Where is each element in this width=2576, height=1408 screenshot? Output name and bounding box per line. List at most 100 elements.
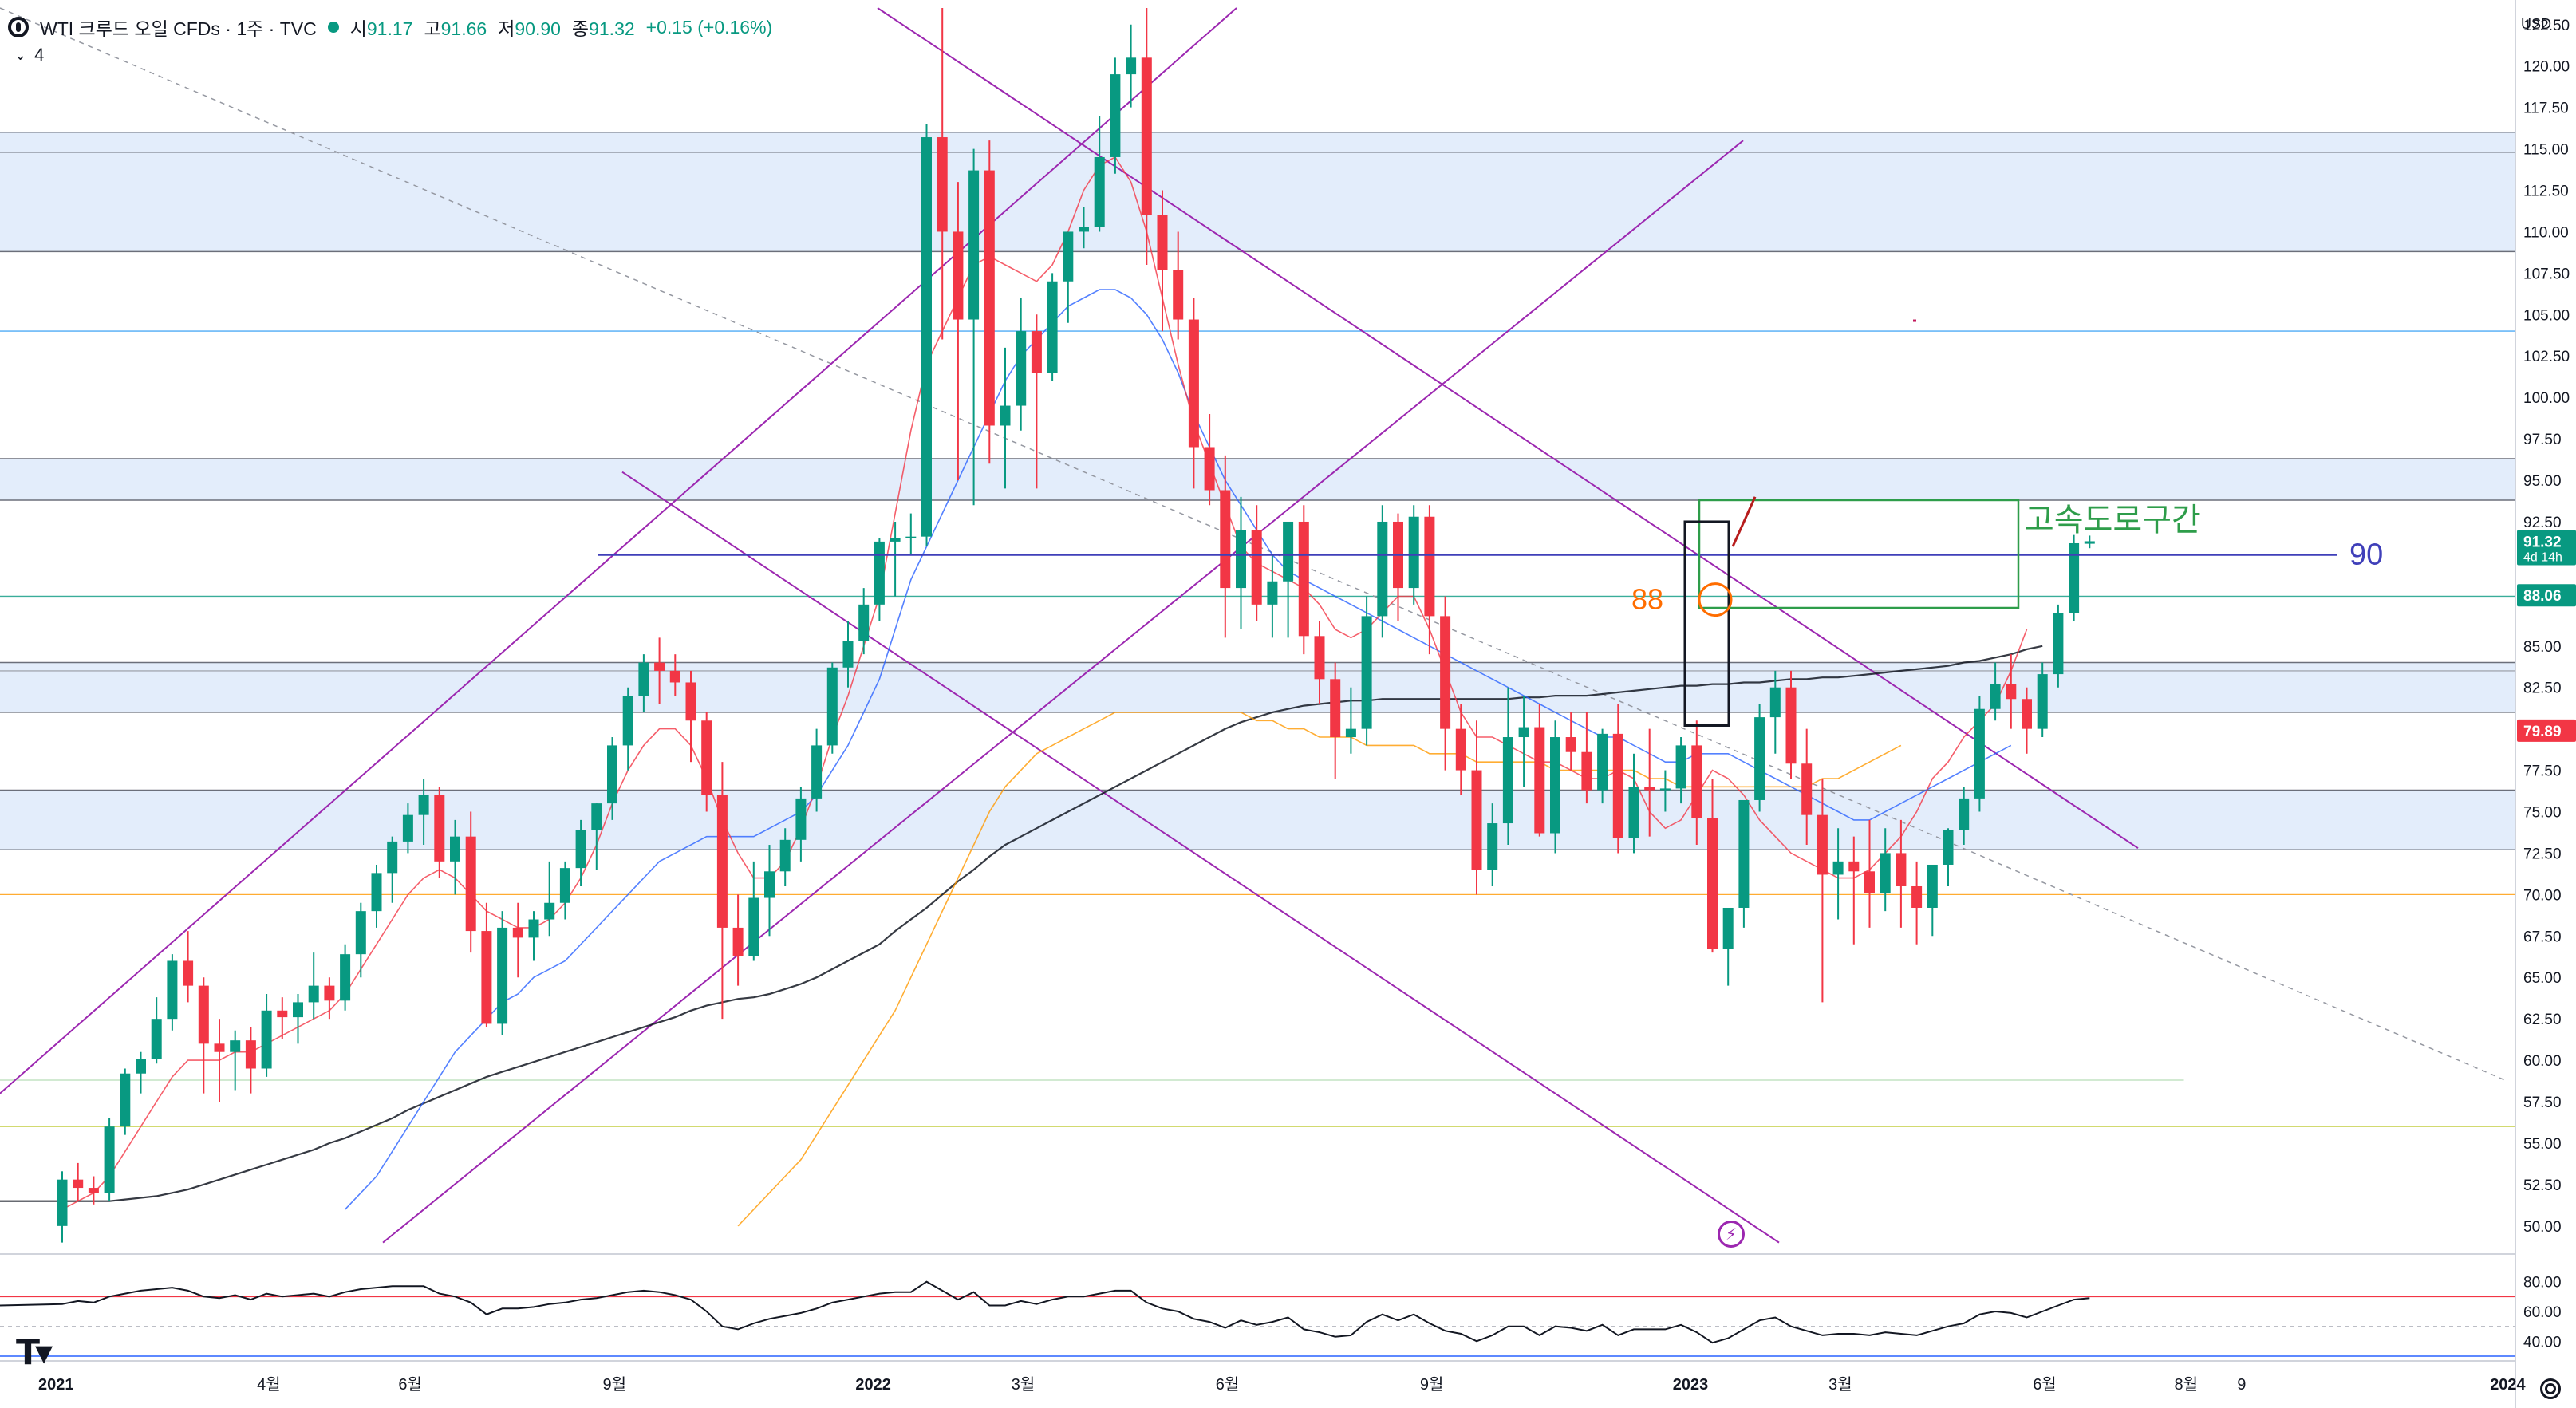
candle-body	[136, 1059, 146, 1074]
rsi-tick-label: 60.00	[2523, 1304, 2562, 1321]
candle-body	[1864, 871, 1875, 893]
candle-body	[402, 814, 413, 842]
market-status-icon	[327, 22, 339, 33]
price-tag	[2517, 530, 2576, 566]
price-tick-label: 112.50	[2523, 183, 2569, 200]
candle-body	[1990, 684, 2001, 709]
rsi-line	[0, 1280, 2090, 1344]
candle-body	[1927, 864, 1938, 908]
candle-body	[261, 1010, 272, 1069]
candle-body	[1141, 57, 1152, 215]
arrow-icon	[1731, 496, 1757, 547]
candle-body	[1047, 281, 1058, 373]
symbol-title[interactable]: WTI 크루드 오일 CFDs · 1주 · TVC	[40, 18, 317, 39]
candle-body	[1330, 679, 1341, 738]
candle-body	[1408, 516, 1419, 589]
high-label: 고	[424, 18, 441, 39]
price-tick-label: 75.00	[2523, 805, 2562, 822]
tradingview-logo-icon[interactable]: T▾	[16, 1332, 53, 1373]
price-tick-label: 97.50	[2523, 432, 2562, 448]
time-tick-label: 9	[2237, 1376, 2246, 1394]
candle-body	[559, 868, 570, 903]
candle-body	[874, 541, 885, 605]
candle-body	[638, 662, 649, 696]
candle-body	[1424, 516, 1435, 617]
price-tick-label: 57.50	[2523, 1094, 2562, 1111]
candle-body	[1754, 717, 1765, 800]
candle-body	[528, 919, 539, 938]
candle-body	[1188, 319, 1199, 448]
highlight-box	[1683, 520, 1730, 727]
candle-body	[1079, 227, 1089, 232]
candle-body	[1251, 530, 1262, 605]
level-88-circle	[1698, 582, 1733, 617]
candle-body	[764, 871, 775, 898]
candle-body	[2069, 542, 2080, 613]
candle-body	[701, 720, 712, 795]
candle-body	[450, 836, 460, 862]
time-tick-label: 2022	[855, 1376, 891, 1394]
candle-body	[1785, 687, 1797, 764]
candle-body	[465, 836, 476, 932]
candle-body	[73, 1179, 84, 1189]
candle-body	[277, 1010, 288, 1018]
candle-body	[984, 170, 995, 426]
candle-body	[858, 604, 870, 641]
time-tick-label: 6월	[1216, 1375, 1240, 1394]
candle-body	[1943, 830, 1954, 865]
symbol-logo-icon[interactable]	[8, 17, 29, 37]
candle-body	[826, 667, 838, 746]
rsi-tick-label: 40.00	[2523, 1334, 2562, 1351]
price-tag-value: 88.06	[2523, 588, 2562, 605]
candle-body	[1848, 861, 1860, 872]
price-tick-label: 102.50	[2523, 349, 2570, 365]
candle-body	[308, 985, 319, 1003]
candle-body	[654, 662, 665, 671]
candle-body	[1581, 751, 1592, 791]
candle-body	[968, 170, 980, 320]
candle-body	[497, 927, 508, 1024]
lightning-icon[interactable]: ⚡	[1718, 1221, 1745, 1248]
price-tick-label: 85.00	[2523, 639, 2562, 656]
candle-body	[1565, 737, 1576, 752]
indicator-toggle[interactable]: ⌄ 4	[14, 45, 44, 65]
marker-dot	[1913, 319, 1916, 322]
gear-icon[interactable]	[2540, 1378, 2561, 1399]
candle-body	[921, 137, 932, 537]
candle-body	[434, 795, 445, 862]
candle-body	[355, 911, 366, 955]
open-label: 시	[349, 18, 367, 39]
candle-body	[1880, 853, 1891, 893]
price-tick-label: 67.50	[2523, 929, 2562, 945]
time-tick-label: 8월	[2175, 1375, 2199, 1394]
candle-body	[1126, 57, 1137, 75]
price-tick-label: 120.00	[2523, 59, 2570, 76]
candle-body	[1377, 521, 1388, 617]
candle-body	[151, 1019, 162, 1059]
candle-body	[2006, 684, 2017, 700]
price-tick-label: 122.50	[2523, 18, 2570, 34]
chevron-down-icon[interactable]: ⌄	[14, 46, 27, 63]
candle-body	[324, 985, 335, 1001]
time-tick-label: 9월	[603, 1375, 627, 1394]
candle-body	[685, 682, 696, 721]
candle-body	[214, 1043, 225, 1052]
candle-body	[1455, 728, 1466, 771]
candle-body	[340, 954, 351, 1001]
time-tick-label: 4월	[257, 1375, 281, 1394]
channel-line	[877, 7, 2139, 850]
candle-body	[481, 931, 492, 1024]
highway-zone-box	[1698, 499, 2020, 609]
candle-body	[607, 745, 617, 804]
close-label: 종	[571, 18, 590, 39]
currency-label[interactable]: USD	[2521, 16, 2552, 32]
candle-body	[167, 960, 178, 1020]
candle-body	[1832, 861, 1844, 875]
highway-zone-label: 고속도로구간	[2025, 503, 2201, 538]
candle-body	[57, 1179, 68, 1226]
candle-body	[1487, 823, 1498, 870]
price-tick-label: 52.50	[2523, 1177, 2562, 1194]
candle-body	[1471, 770, 1482, 870]
